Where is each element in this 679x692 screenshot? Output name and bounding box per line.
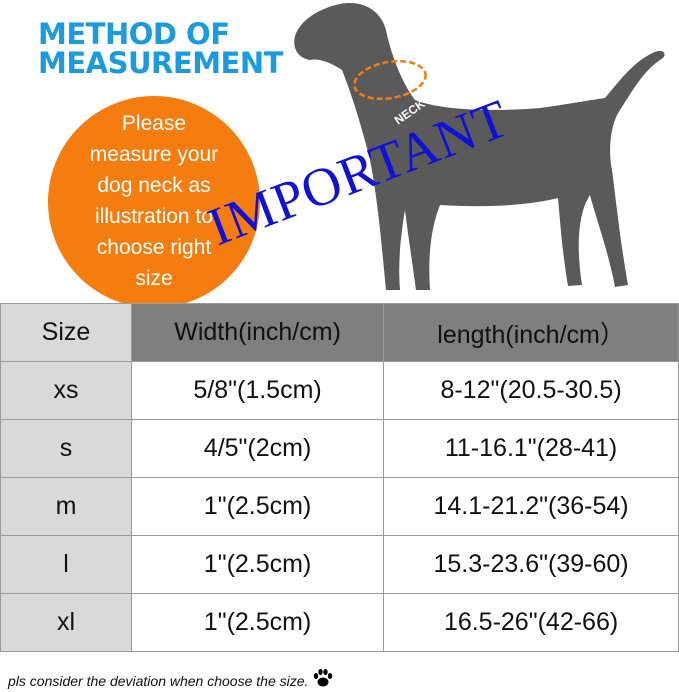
table-row: l 1"(2.5cm) 15.3-23.6"(39-60)	[0, 535, 679, 594]
footer-note: pls consider the deviation when choose t…	[8, 668, 334, 689]
instruction-line: size	[135, 267, 173, 290]
dog-silhouette-icon: NECK	[294, 3, 665, 291]
footer-text: pls consider the deviation when choose t…	[8, 673, 309, 689]
cell-width: 5/8"(1.5cm)	[130, 361, 385, 420]
header-width: Width(inch/cm)	[130, 303, 385, 362]
cell-width: 4/5"(2cm)	[130, 419, 385, 478]
heading-line-1: METHOD OF	[38, 17, 230, 51]
cell-width: 1"(2.5cm)	[130, 535, 385, 594]
header-length: length(inch/cm）	[383, 303, 679, 362]
cell-length: 15.3-23.6"(39-60)	[383, 535, 679, 594]
cell-size: xs	[0, 361, 132, 420]
cell-length: 16.5-26"(42-66)	[383, 593, 679, 652]
cell-width: 1"(2.5cm)	[130, 593, 385, 652]
cell-length: 11-16.1"(28-41)	[383, 419, 679, 478]
table-header-row: Size Width(inch/cm) length(inch/cm）	[0, 303, 679, 362]
heading-line-2: MEASUREMENT	[38, 46, 283, 80]
cell-width: 1"(2.5cm)	[130, 477, 385, 536]
cell-size: xl	[0, 593, 132, 652]
instruction-line: illustration to	[95, 205, 213, 228]
cell-length: 14.1-21.2"(36-54)	[383, 477, 679, 536]
instruction-line: Please	[121, 112, 187, 135]
table-row: s 4/5"(2cm) 11-16.1"(28-41)	[0, 419, 679, 478]
heading: METHOD OF MEASUREMENT	[38, 20, 283, 78]
table-row: xs 5/8"(1.5cm) 8-12"(20.5-30.5)	[0, 361, 679, 420]
size-table: Size Width(inch/cm) length(inch/cm） xs 5…	[0, 303, 679, 652]
instruction-line: choose right	[96, 236, 212, 259]
cell-size: s	[0, 419, 132, 478]
header-size: Size	[0, 303, 132, 362]
cell-size: l	[0, 535, 132, 594]
instruction-line: measure your	[89, 143, 219, 166]
instruction-text: Please measure your dog neck as illustra…	[48, 108, 260, 294]
paw-print-icon	[314, 669, 333, 687]
table-row: xl 1"(2.5cm) 16.5-26"(42-66)	[0, 593, 679, 652]
cell-length: 8-12"(20.5-30.5)	[383, 361, 679, 420]
instruction-line: dog neck as	[97, 174, 211, 197]
orange-circle	[48, 96, 260, 308]
table-row: m 1"(2.5cm) 14.1-21.2"(36-54)	[0, 477, 679, 536]
cell-size: m	[0, 477, 132, 536]
